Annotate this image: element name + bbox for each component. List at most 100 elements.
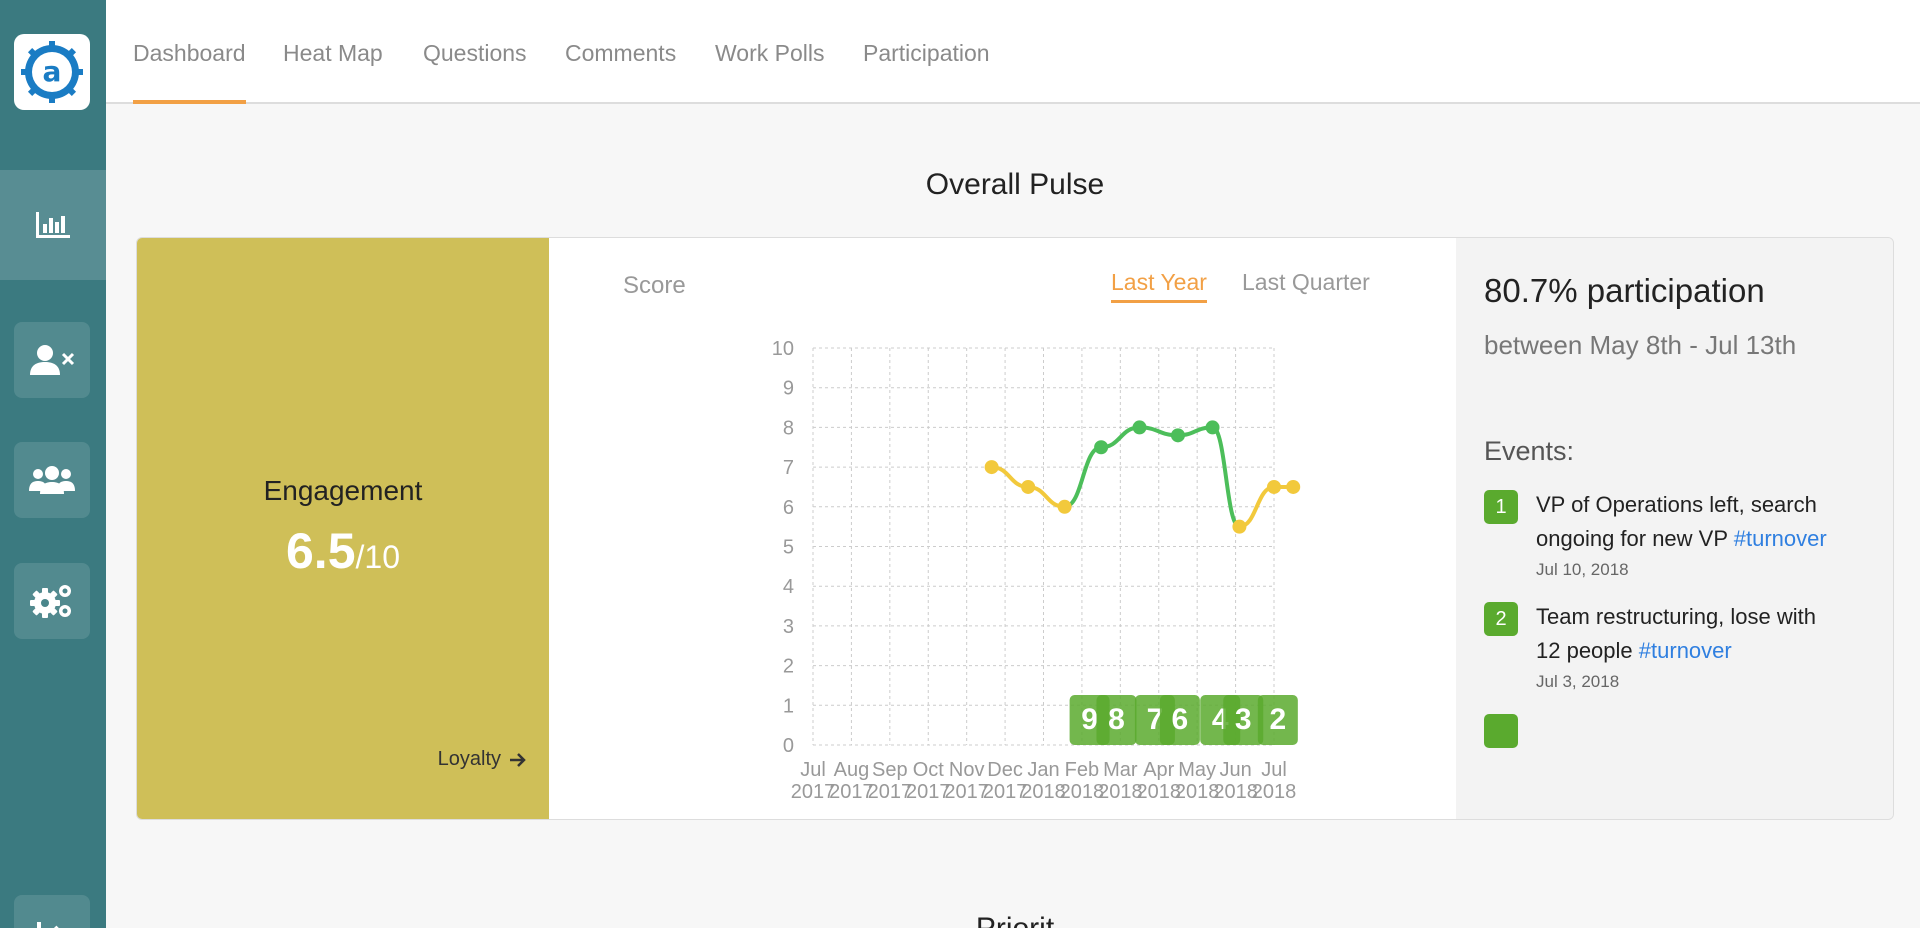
- tab-work-polls[interactable]: Work Polls: [715, 40, 825, 66]
- x-tick-label-month: Dec: [987, 759, 1023, 781]
- tab-heat-map[interactable]: Heat Map: [283, 40, 383, 66]
- y-tick-label: 9: [783, 378, 794, 400]
- x-tick-label-month: Aug: [834, 759, 870, 781]
- section-title-next: Priorit: [0, 912, 1920, 928]
- data-point: [1232, 519, 1247, 534]
- x-tick-label-year: 2017: [944, 781, 989, 803]
- pulse-line-chart: 109876543210Jul2017Aug2017Sep2017Oct2017…: [772, 338, 1301, 803]
- x-tick-label-year: 2018: [1137, 781, 1182, 803]
- x-tick-label-month: May: [1178, 759, 1216, 781]
- engagement-label: Engagement: [263, 475, 423, 506]
- sidebar-item-remove-user[interactable]: [14, 322, 90, 398]
- series-line-segment: [1238, 484, 1275, 529]
- info-panel: 80.7% participation between May 8th - Ju…: [1456, 238, 1893, 819]
- x-tick-label-year: 2018: [1098, 781, 1143, 803]
- tab-comments[interactable]: Comments: [565, 40, 677, 66]
- event-item[interactable]: 1 VP of Operations left, search ongoing …: [1484, 488, 1844, 580]
- sidebar: a: [0, 0, 106, 928]
- engagement-score-value: 6.5: [286, 523, 356, 579]
- tab-participation[interactable]: Participation: [863, 40, 990, 66]
- event-marker-label: 3: [1235, 703, 1252, 736]
- event-marker-label: 9: [1081, 703, 1098, 736]
- events-title: Events:: [1484, 436, 1575, 466]
- events-list[interactable]: 1 VP of Operations left, search ongoing …: [1484, 488, 1844, 758]
- tab-questions[interactable]: Questions: [423, 40, 527, 66]
- x-tick-label-month: Jul: [1261, 759, 1287, 781]
- settings-gears-icon: [30, 585, 71, 618]
- event-tag-link[interactable]: #turnover: [1733, 526, 1827, 551]
- event-date: Jul 3, 2018: [1536, 672, 1620, 691]
- y-tick-label: 4: [783, 576, 794, 598]
- event-tag-link[interactable]: #turnover: [1638, 638, 1732, 663]
- loyalty-link-label: Loyalty: [437, 748, 501, 770]
- x-tick-label-year: 2017: [791, 781, 836, 803]
- x-tick-label-year: 2017: [983, 781, 1028, 803]
- series-line-segment: [1064, 445, 1102, 509]
- event-marker: [1159, 695, 1200, 745]
- x-tick-label-year: 2017: [868, 781, 913, 803]
- event-marker-label: 2: [1269, 703, 1286, 736]
- y-tick-label: 0: [783, 735, 794, 757]
- event-number-badge: 2: [1484, 602, 1518, 636]
- x-tick-label-month: Feb: [1065, 759, 1099, 781]
- event-marker-label: 7: [1147, 703, 1164, 736]
- event-description: VP of Operations left, search ongoing fo…: [1536, 492, 1817, 551]
- chart-panel: Score Last Year Last Quarter 10 9 8 7 6 5 4 3 2 1…: [549, 238, 1456, 819]
- data-point: [1205, 420, 1220, 435]
- x-tick-label-year: 2018: [1060, 781, 1105, 803]
- y-tick-label: 6: [783, 497, 794, 519]
- range-last-quarter[interactable]: Last Quarter: [1242, 269, 1370, 295]
- engagement-score-max: /10: [355, 539, 400, 575]
- x-tick-label-year: 2018: [1252, 781, 1297, 803]
- x-tick-label-year: 2018: [1213, 781, 1258, 803]
- x-tick-label-year: 2017: [829, 781, 874, 803]
- x-tick-label-year: 2017: [906, 781, 951, 803]
- participation-subtitle: between May 8th - Jul 13th: [1484, 330, 1797, 360]
- sidebar-item-team[interactable]: [14, 442, 90, 518]
- logo-icon: a: [21, 41, 83, 103]
- chart-y-title: Score: [623, 272, 686, 299]
- x-tick-label-month: Sep: [872, 759, 908, 781]
- data-point: [1132, 420, 1147, 435]
- arrow-right-icon: [510, 752, 526, 767]
- data-point: [1057, 499, 1072, 514]
- data-point: [1170, 428, 1185, 443]
- loyalty-link[interactable]: Loyalty: [438, 748, 527, 771]
- event-description: Team restructuring, lose with 12 people: [1536, 604, 1816, 663]
- logout-icon: [37, 922, 59, 928]
- event-text: VP of Operations left, search ongoing fo…: [1536, 488, 1844, 556]
- x-tick-label-year: 2018: [1175, 781, 1220, 803]
- sidebar-item-logout[interactable]: [14, 895, 90, 928]
- sidebar-item-settings[interactable]: [14, 563, 90, 639]
- top-nav: Dashboard Heat Map Questions Comments Wo…: [106, 0, 1920, 104]
- x-tick-label-month: Jan: [1027, 759, 1059, 781]
- y-tick-label: 3: [783, 616, 794, 638]
- overall-pulse-card: Engagement 6.5/10 Loyalty Score Last Yea…: [136, 237, 1894, 820]
- participation-title: 80.7% participation: [1484, 272, 1765, 309]
- y-tick-label: 5: [783, 537, 794, 559]
- event-item[interactable]: 2 Team restructuring, lose with 12 peopl…: [1484, 600, 1844, 692]
- x-tick-label-month: Jul: [800, 759, 826, 781]
- range-last-year[interactable]: Last Year: [1111, 269, 1207, 303]
- tab-dashboard[interactable]: Dashboard: [133, 40, 246, 104]
- x-tick-label-month: Nov: [949, 759, 985, 781]
- engagement-panel: Engagement 6.5/10 Loyalty: [137, 238, 549, 819]
- data-point: [1267, 479, 1281, 494]
- y-tick-label: 10: [772, 338, 794, 360]
- app-logo[interactable]: a: [14, 34, 90, 110]
- x-tick-label-year: 2018: [1021, 781, 1066, 803]
- team-icon: [29, 466, 75, 494]
- data-point: [1021, 479, 1036, 494]
- event-marker: [1223, 695, 1264, 745]
- event-text: Team restructuring, lose with 12 people …: [1536, 600, 1844, 668]
- sidebar-item-dashboard[interactable]: [0, 170, 106, 280]
- data-point: [1094, 440, 1109, 455]
- x-tick-label-month: Mar: [1103, 759, 1138, 781]
- page-title: Overall Pulse: [925, 168, 1105, 201]
- x-tick-label-month: Jun: [1219, 759, 1251, 781]
- chart-icon: [36, 212, 70, 238]
- x-tick-label-month: Apr: [1143, 759, 1174, 781]
- data-point: [984, 460, 999, 475]
- data-point: [1286, 479, 1301, 494]
- event-date: Jul 10, 2018: [1536, 560, 1629, 579]
